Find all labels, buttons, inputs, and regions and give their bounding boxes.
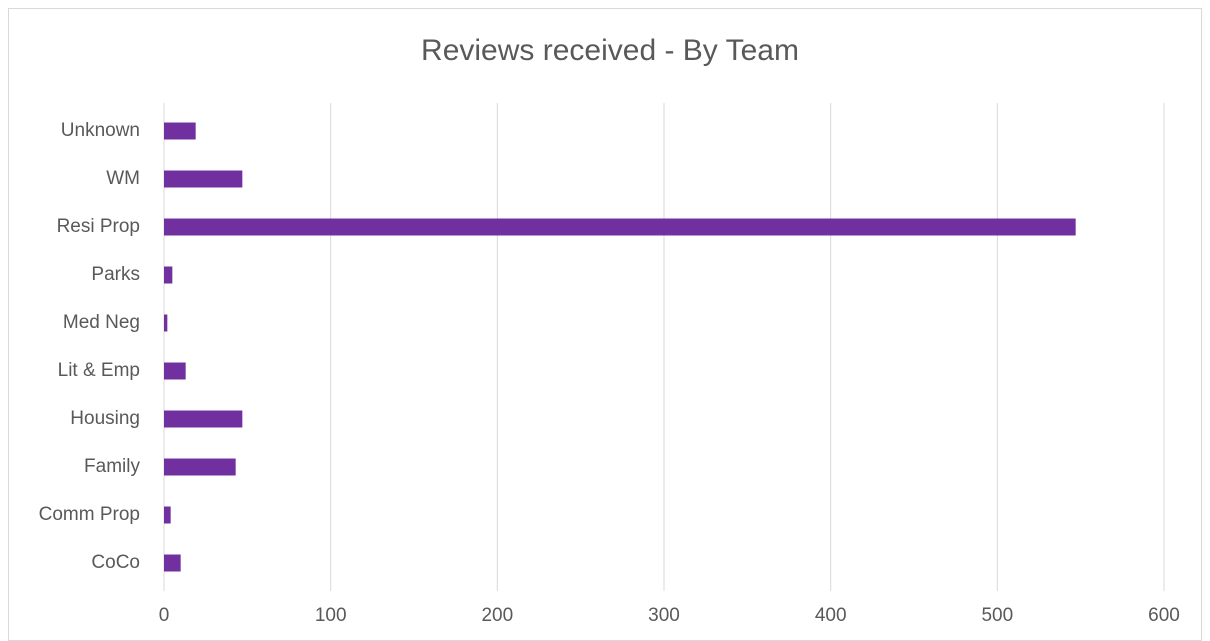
bar: [164, 362, 186, 380]
x-tick-label: 600: [1148, 605, 1180, 626]
bar: [164, 506, 171, 524]
bar: [164, 410, 243, 428]
y-tick-label: Housing: [70, 408, 140, 429]
y-tick-label: Parks: [91, 264, 140, 285]
x-tick-label: 100: [315, 605, 347, 626]
x-tick-label: 400: [815, 605, 847, 626]
bar: [164, 170, 243, 188]
y-tick-label: Comm Prop: [39, 504, 140, 525]
y-tick-label: Lit & Emp: [58, 360, 140, 381]
x-tick-label: 500: [981, 605, 1013, 626]
bar: [164, 266, 173, 284]
y-tick-label: CoCo: [91, 552, 140, 573]
y-tick-label: WM: [106, 168, 140, 189]
bar: [164, 554, 181, 572]
chart-frame: [8, 8, 1202, 641]
x-tick-label: 300: [648, 605, 680, 626]
y-tick-label: Unknown: [61, 120, 140, 141]
y-tick-label: Resi Prop: [57, 216, 140, 237]
chart-title: Reviews received - By Team: [421, 34, 799, 67]
y-tick-label: Med Neg: [63, 312, 140, 333]
y-tick-label: Family: [84, 456, 140, 477]
x-tick-label: 0: [159, 605, 170, 626]
bar: [164, 122, 196, 140]
bar: [164, 314, 168, 332]
bar: [164, 218, 1076, 236]
x-tick-label: 200: [481, 605, 513, 626]
bar: [164, 458, 236, 476]
